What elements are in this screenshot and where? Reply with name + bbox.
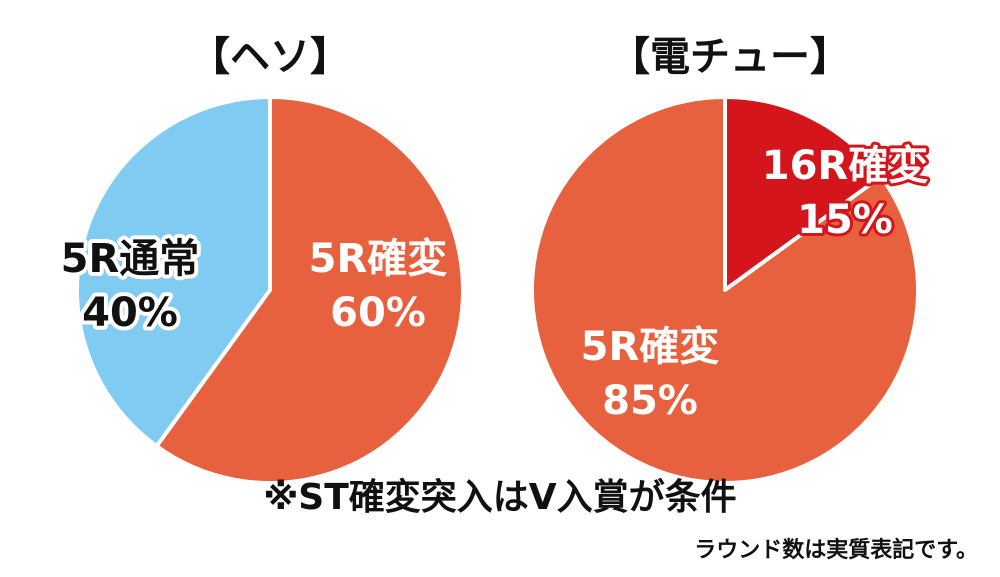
slice-label: 5R通常: [61, 236, 200, 282]
slice-label: 16R確変: [762, 143, 928, 189]
footnote: ※ST確変突入はV入賞が条件: [263, 477, 737, 518]
slice-value-label: 60%: [330, 290, 426, 336]
slice-label: 5R確変: [309, 236, 448, 282]
slice-5r-tsujo: [75, 95, 272, 449]
chart-title-denchu: 【電チュー】: [610, 34, 850, 80]
notation-note: ラウンド数は実質表記です。: [694, 538, 978, 563]
slice-5r-kakuhen: [154, 95, 465, 485]
slice-value-label: 15%: [797, 197, 893, 243]
slice-value-label: 85%: [602, 378, 698, 424]
slice-5r-kakuhen: [530, 95, 920, 485]
chart-title-heso: 【ヘソ】: [190, 34, 350, 80]
slice-value-label: 40%: [82, 290, 178, 336]
slice-16r-kakuhen: [723, 95, 884, 292]
slice-label: 5R確変: [581, 324, 720, 370]
